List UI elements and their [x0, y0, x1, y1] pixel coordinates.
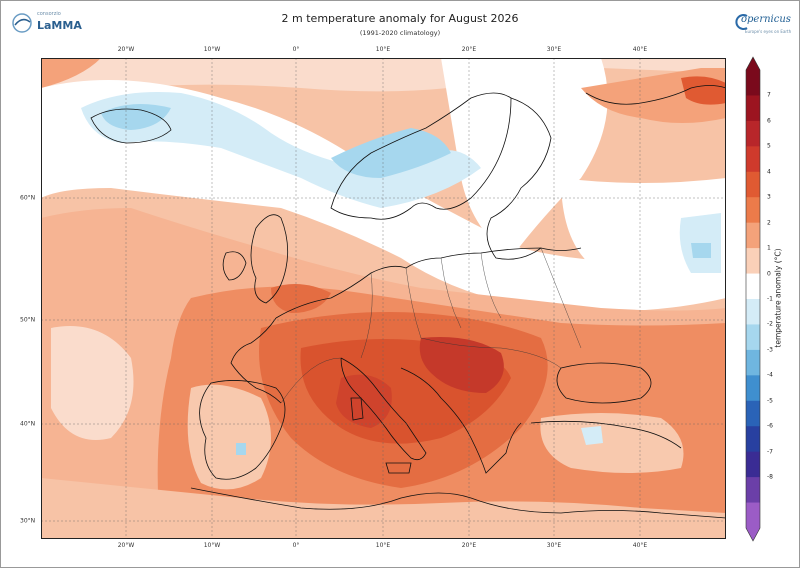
colorbar-tick-label: -7 — [767, 448, 773, 456]
lon-label-bottom: 40°E — [632, 542, 648, 549]
map-title: 2 m temperature anomaly for August 2026 — [281, 12, 519, 25]
lon-label-top: 30°E — [546, 46, 562, 53]
coastline-ireland — [222, 251, 247, 281]
copernicus-logo-text: opernicus — [741, 14, 791, 25]
lon-label-bottom: 10°E — [375, 542, 391, 549]
colorbar-tick-label: 4 — [767, 168, 771, 176]
coastline-iceland — [90, 108, 172, 144]
coastline-arctic — [585, 85, 726, 105]
colorbar-step — [746, 197, 760, 224]
copernicus-logo-icon — [735, 14, 748, 30]
coastline-finland — [486, 97, 552, 260]
colorbar-tick-label: -3 — [767, 346, 773, 354]
lon-label-bottom: 30°E — [546, 542, 562, 549]
colorbar-step — [746, 70, 760, 96]
anomaly-map[interactable] — [41, 58, 726, 539]
colorbar-tick-label: -2 — [767, 320, 773, 328]
lon-label-top: 10°W — [203, 46, 221, 53]
coastline-france — [230, 317, 282, 404]
lat-label: 50°N — [20, 316, 36, 324]
colorbar-step — [746, 426, 760, 453]
colorbar-tick-label: 3 — [767, 193, 771, 201]
copernicus-logo: opernicus Europe's eyes on Earth — [735, 10, 795, 38]
colorbar-step — [746, 375, 760, 402]
coastline-north — [275, 247, 582, 319]
lon-label-top: 40°E — [632, 46, 648, 53]
map-subtitle: (1991-2020 climatology) — [359, 29, 441, 37]
colorbar-extend-top — [746, 57, 760, 70]
colorbar-tick-label: 2 — [767, 219, 771, 227]
coastlines — [90, 85, 726, 519]
colorbar-tick-label: -6 — [767, 422, 773, 430]
colorbar-step — [746, 248, 760, 275]
lamma-logo-icon — [12, 13, 32, 33]
copernicus-logo-small: Europe's eyes on Earth — [745, 29, 792, 34]
lon-label-bottom: 0° — [292, 542, 300, 549]
lon-label-top: 10°E — [375, 46, 391, 53]
coastline-balkans — [400, 367, 522, 474]
colorbar-extend-bottom — [746, 528, 760, 541]
lon-label-top: 20°W — [117, 46, 135, 53]
colorbar-tick-label: -8 — [767, 473, 773, 481]
country-borders — [280, 247, 582, 404]
colorbar-step — [746, 222, 760, 249]
coastline-britain — [250, 214, 289, 304]
colorbar-step — [746, 324, 760, 351]
map-border — [41, 58, 726, 539]
colorbar-tick-label: -4 — [767, 371, 773, 379]
lamma-logo: consorzio LaMMA — [10, 10, 90, 38]
colorbar-step — [746, 299, 760, 325]
lamma-logo-small: consorzio — [37, 11, 61, 17]
colorbar-tick-label: 6 — [767, 117, 771, 125]
coastline-scandinavia — [330, 92, 512, 220]
colorbar-label: temperature anomaly (°C) — [773, 248, 783, 348]
coastline-iberia — [199, 380, 286, 480]
colorbar-tick-label: 7 — [767, 91, 771, 99]
lamma-logo-text: LaMMA — [37, 19, 82, 32]
colorbar-step — [746, 451, 760, 478]
colorbar-step — [746, 502, 760, 529]
lon-label-top: 20°E — [461, 46, 477, 53]
colorbar-tick-label: 1 — [767, 244, 771, 252]
lat-label: 30°N — [20, 517, 36, 525]
colorbar-outline — [745, 56, 761, 542]
colorbar-steps — [745, 56, 761, 542]
lon-label-bottom: 10°W — [203, 542, 221, 549]
colorbar-step — [746, 273, 760, 300]
colorbar-step — [746, 146, 760, 173]
coastline-black-sea — [556, 362, 652, 404]
coastline-sardinia — [350, 397, 364, 421]
coastline-africa — [190, 487, 726, 519]
lat-label: 40°N — [20, 420, 36, 428]
colorbar-step — [746, 95, 760, 122]
colorbar-step — [746, 171, 760, 198]
colorbar-tick-label: 5 — [767, 142, 771, 150]
colorbar-tick-label: -5 — [767, 397, 773, 405]
colorbar-step — [746, 477, 760, 504]
colorbar-tick-label: 0 — [767, 270, 771, 278]
colorbar-step — [746, 400, 760, 427]
colorbar — [745, 56, 761, 542]
lat-label: 60°N — [20, 194, 36, 202]
colorbar-tick-label: -1 — [767, 295, 773, 303]
coastline-italy — [340, 357, 427, 461]
colorbar-step — [746, 120, 760, 147]
colorbar-step — [746, 349, 760, 376]
lon-label-top: 0° — [292, 46, 300, 53]
anomaly-field — [41, 58, 726, 539]
gridlines — [41, 58, 726, 539]
coastline-sicily — [385, 462, 412, 474]
coastline-turkey — [530, 420, 682, 449]
lon-label-bottom: 20°W — [117, 542, 135, 549]
lon-label-bottom: 20°E — [461, 542, 477, 549]
